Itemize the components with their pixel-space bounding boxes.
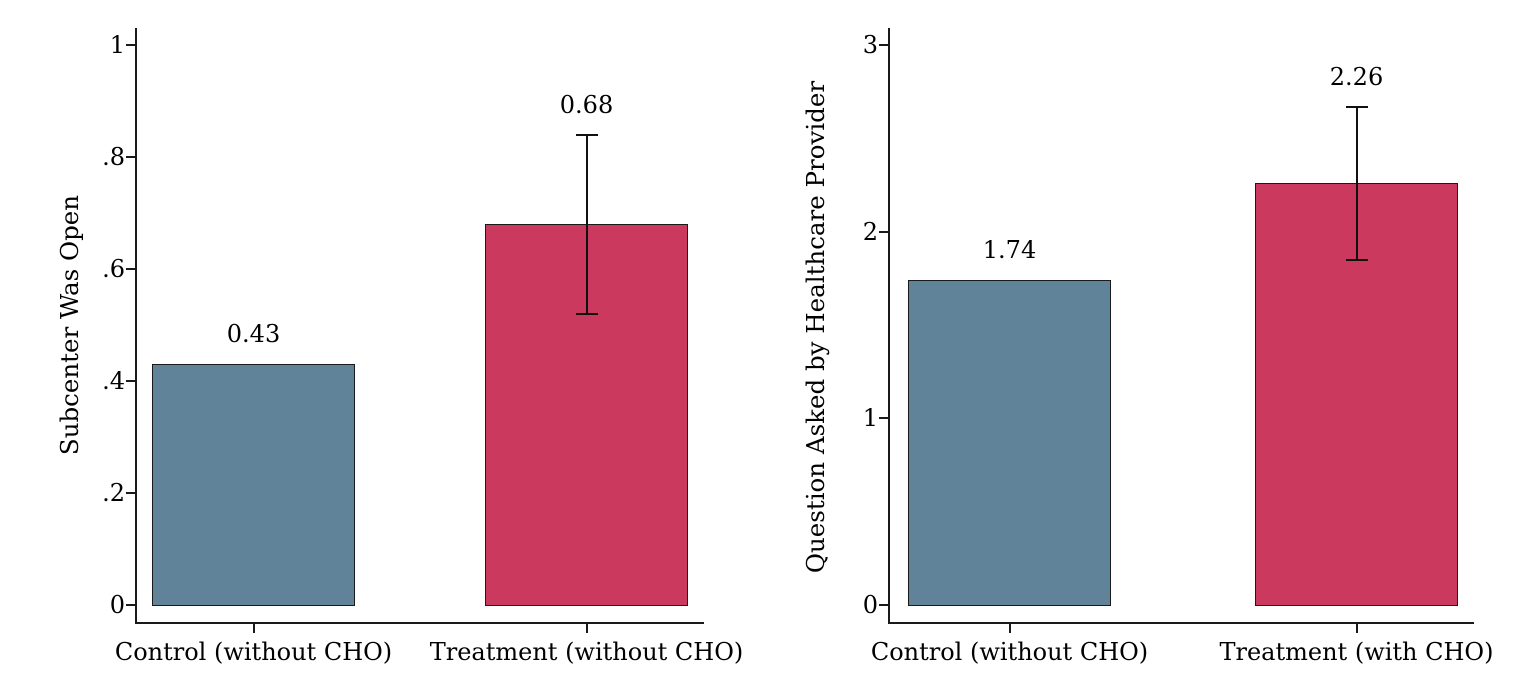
x-tick	[585, 624, 588, 633]
y-tick	[879, 44, 888, 46]
y-axis-label: Subcenter Was Open	[55, 194, 84, 456]
x-tick	[1008, 624, 1011, 633]
x-axis-line	[888, 622, 1474, 624]
y-axis-line	[135, 28, 137, 624]
x-category-label: Control (without CHO)	[870, 638, 1149, 666]
bar-value-label: 1.74	[982, 236, 1037, 265]
y-tick	[126, 268, 135, 270]
x-category-label: Control (without CHO)	[114, 638, 393, 666]
y-tick	[126, 492, 135, 494]
error-bar-cap-bottom	[575, 312, 598, 315]
y-tick	[879, 604, 888, 606]
x-tick	[1355, 624, 1358, 633]
y-tick-label: 0	[109, 591, 125, 619]
x-axis-line	[135, 622, 704, 624]
error-bar	[585, 134, 588, 314]
x-category-label: Treatment (with CHO)	[1219, 638, 1494, 666]
y-tick-label: .2	[102, 479, 125, 507]
y-tick	[126, 44, 135, 46]
bar-value-label: 0.43	[226, 320, 281, 349]
x-category-label: Treatment (without CHO)	[429, 638, 744, 666]
bar-control	[152, 364, 355, 606]
bar-value-label: 2.26	[1329, 62, 1384, 91]
y-axis-label: Question Asked by Healthcare Provider	[801, 80, 830, 574]
error-bar	[1355, 106, 1358, 260]
y-tick	[879, 417, 888, 420]
y-tick-label: 1	[862, 404, 878, 433]
y-tick	[126, 156, 135, 158]
y-tick	[126, 380, 135, 382]
panel-subcenter-was-open: Subcenter Was Open 0 .2 .4 .6 .8 1 0.43 Control…	[0, 0, 760, 683]
y-tick-label: 0	[862, 591, 878, 619]
y-tick-label: 1	[109, 31, 125, 59]
error-bar-cap-top	[575, 133, 598, 136]
y-tick	[126, 604, 135, 606]
y-tick-label: 2	[862, 217, 878, 246]
bar-control	[908, 280, 1111, 606]
y-tick-label: .8	[102, 143, 125, 171]
y-tick-label: .4	[102, 367, 125, 395]
bar-value-label: 0.68	[559, 90, 614, 119]
x-tick	[252, 624, 255, 633]
panel-questions-asked: Question Asked by Healthcare Provider 0 1…	[760, 0, 1521, 683]
y-tick-label: 3	[862, 31, 878, 59]
y-axis-line	[888, 28, 890, 624]
y-tick	[879, 230, 888, 233]
y-tick-label: .6	[102, 255, 125, 283]
error-bar-cap-bottom	[1345, 258, 1368, 261]
error-bar-cap-top	[1345, 105, 1368, 108]
